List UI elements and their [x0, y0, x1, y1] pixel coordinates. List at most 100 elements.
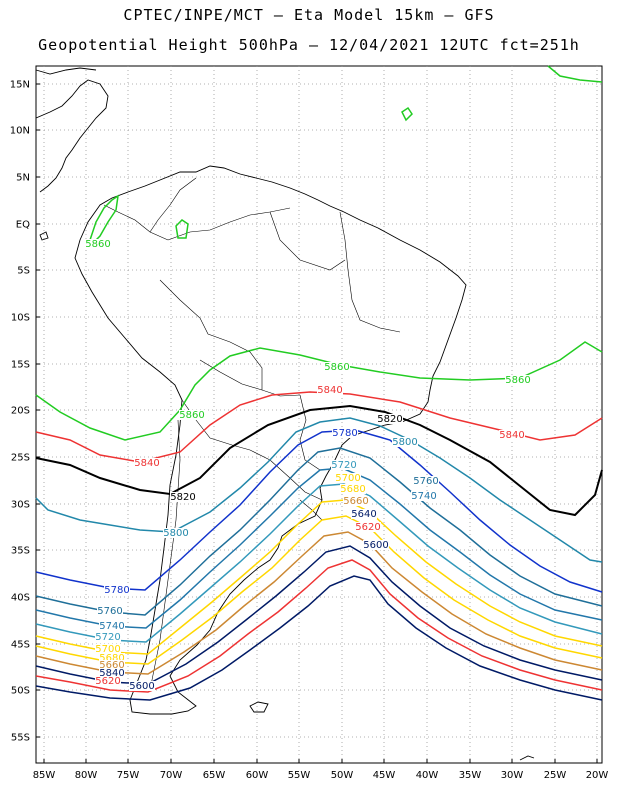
border-peru-bolivia-brazil — [159, 279, 263, 390]
contour-label: 5860 — [324, 362, 349, 373]
border-brazil-states-2 — [269, 211, 346, 271]
border-colombia-peru — [103, 204, 169, 241]
lat-tick-label: 10N — [10, 126, 30, 137]
contour-5620 — [35, 559, 603, 693]
contour-label-bg — [392, 437, 418, 447]
contour-label-bg — [335, 473, 361, 483]
contour-label: 5620 — [355, 522, 380, 533]
border-argentina-north — [181, 399, 323, 501]
contour-label: 5760 — [413, 476, 438, 487]
contour-label: 5860 — [85, 239, 110, 250]
contour-label-bg — [95, 676, 121, 686]
lon-tick-label: 50W — [331, 770, 354, 781]
contour-label-bg — [99, 668, 125, 678]
contour-label: 5820 — [170, 492, 195, 503]
contour-label-bg — [505, 375, 531, 385]
lon-tick-label: 60W — [246, 770, 269, 781]
contour-label: 5800 — [163, 528, 188, 539]
lat-tick-label: 10S — [11, 313, 30, 324]
border-colombia-venezuela — [149, 177, 197, 233]
contour-5800 — [35, 417, 603, 563]
contour-label-bg — [413, 476, 439, 486]
south-georgia — [519, 755, 535, 761]
contour-5860-loop — [401, 106, 413, 122]
contour-label: 5780 — [104, 585, 129, 596]
lon-tick-label: 45W — [373, 770, 396, 781]
lat-tick-label: 5N — [16, 173, 30, 184]
contour-5860-north — [89, 194, 119, 245]
contour-5780 — [35, 429, 603, 593]
contour-label: 5620 — [95, 676, 120, 687]
lon-tick-label: 35W — [459, 770, 482, 781]
border-chile-argentina — [149, 419, 181, 691]
south-america-coast — [74, 165, 467, 715]
lat-tick-label: 5S — [17, 266, 30, 277]
central-america-coast — [35, 79, 109, 193]
contour-label: 5860 — [179, 410, 204, 421]
lon-tick-label: 25W — [544, 770, 567, 781]
contour-label-bg — [85, 239, 111, 249]
lon-tick-label: 30W — [501, 770, 524, 781]
contour-label-bg — [95, 632, 121, 642]
contour-label-bg — [355, 522, 381, 532]
contour-label-bg — [351, 509, 377, 519]
caribbean-coast — [35, 67, 97, 75]
lat-tick-label: 25S — [11, 453, 30, 464]
contour-label: 5840 — [134, 458, 159, 469]
contour-5600 — [35, 575, 603, 701]
map-title-line-2: Geopotential Height 500hPa – 12/04/2021 … — [38, 36, 580, 54]
lon-tick-label: 55W — [288, 770, 311, 781]
contour-label-bg — [324, 362, 350, 372]
graticule — [36, 66, 602, 763]
lat-tick-label: 15N — [10, 80, 30, 91]
contour-label: 5820 — [377, 414, 402, 425]
contour-5660 — [35, 531, 603, 675]
lat-tick-label: EQ — [16, 220, 30, 231]
contour-label-bg — [411, 491, 437, 501]
contour-label: 5860 — [505, 375, 530, 386]
contour-label: 5600 — [129, 681, 154, 692]
lat-tick-label: 45S — [11, 640, 30, 651]
contour-label: 5660 — [99, 660, 124, 671]
contour-label: 5740 — [99, 621, 124, 632]
contour-5720 — [35, 483, 603, 643]
lat-tick-label: 40S — [11, 593, 30, 604]
contour-label-bg — [95, 644, 121, 654]
contour-label: 5800 — [392, 437, 417, 448]
border-bolivia-paraguay — [199, 359, 301, 397]
coastlines — [35, 67, 535, 761]
contour-label: 5740 — [411, 491, 436, 502]
galapagos — [39, 231, 49, 241]
falklands — [249, 701, 269, 713]
contour-label-bg — [99, 653, 125, 663]
contour-label-bg — [340, 484, 366, 494]
map-frame — [35, 65, 603, 764]
contour-label: 5600 — [363, 540, 388, 551]
contour-5860-ne — [547, 65, 603, 83]
lat-tick-label: 15S — [11, 360, 30, 371]
contour-label: 5680 — [99, 653, 124, 664]
contour-label-bg — [332, 428, 358, 438]
lon-tick-label: 40W — [416, 770, 439, 781]
lon-tick-label: 85W — [33, 770, 56, 781]
contour-5820 — [35, 404, 603, 517]
contour-label: 5660 — [343, 496, 368, 507]
lat-tick-label: 50S — [11, 686, 30, 697]
contour-label-bg — [499, 430, 525, 440]
contour-label-bg — [317, 385, 343, 395]
contour-label-bg — [99, 660, 125, 670]
contour-5740 — [35, 467, 603, 629]
contour-labels: 5860 5860 5860 5860 5840 5840 5840 5820 5820 5800… — [85, 239, 531, 692]
contour-label-bg — [134, 458, 160, 468]
contour-label-bg — [363, 540, 389, 550]
contour-label: 5840 — [99, 668, 124, 679]
contour-label-bg — [343, 496, 369, 506]
contour-label: 5780 — [332, 428, 357, 439]
contour-label: 5760 — [97, 606, 122, 617]
contour-label: 5720 — [331, 460, 356, 471]
lat-tick-label: 35S — [11, 546, 30, 557]
contour-label-bg — [99, 621, 125, 631]
border-uruguay — [299, 499, 323, 521]
lat-tick-label: 55S — [11, 733, 30, 744]
border-brazil-states — [339, 211, 401, 333]
